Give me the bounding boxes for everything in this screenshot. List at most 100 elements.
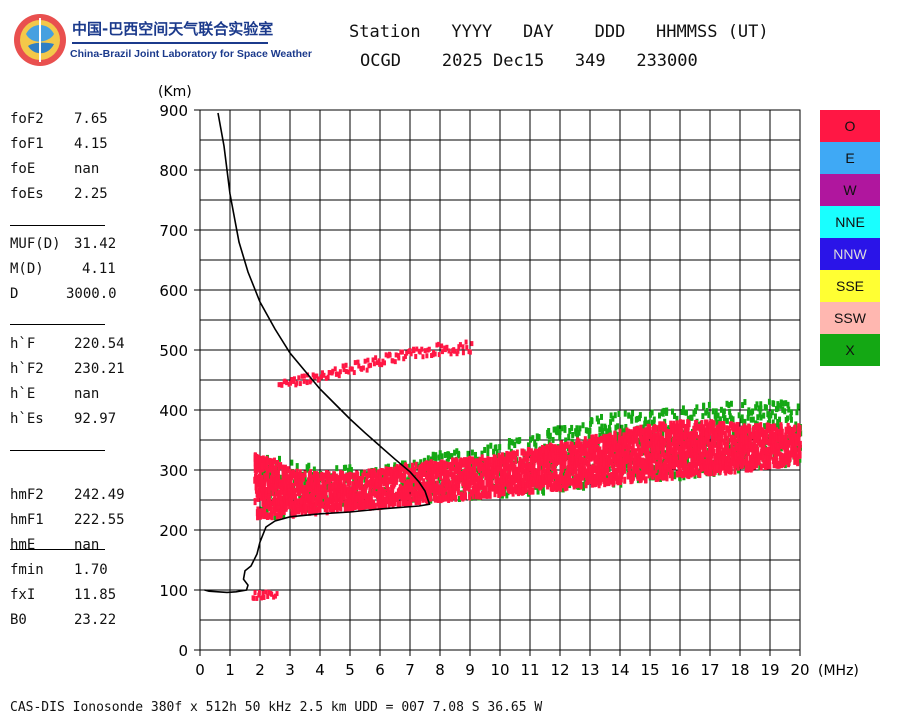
echo-point bbox=[473, 462, 477, 470]
echo-point bbox=[772, 443, 776, 451]
echo-point bbox=[730, 434, 734, 442]
echo-point bbox=[796, 457, 800, 465]
echo-point bbox=[763, 423, 767, 430]
echo-point bbox=[687, 472, 691, 480]
echo-point bbox=[309, 474, 313, 482]
echo-point bbox=[533, 470, 537, 478]
echo-point bbox=[694, 466, 698, 474]
echo-point bbox=[691, 440, 695, 448]
echo-point bbox=[748, 428, 752, 436]
echo-point bbox=[258, 479, 262, 487]
echo-point bbox=[689, 445, 693, 453]
echo-point bbox=[605, 474, 609, 481]
echo-point bbox=[552, 426, 556, 433]
echo-point bbox=[329, 488, 333, 496]
echo-point bbox=[470, 449, 474, 456]
echo-point bbox=[793, 457, 797, 465]
echo-point bbox=[644, 476, 648, 484]
echo-point bbox=[346, 467, 350, 474]
echo-point bbox=[536, 488, 540, 495]
echo-point bbox=[733, 446, 737, 454]
echo-point bbox=[296, 503, 300, 511]
echo-point bbox=[647, 419, 651, 426]
echo-point bbox=[604, 425, 608, 432]
echo-point bbox=[412, 348, 416, 354]
echo-point bbox=[778, 460, 782, 468]
echo-point bbox=[475, 472, 479, 480]
echo-point bbox=[639, 425, 643, 433]
echo-point bbox=[280, 382, 284, 388]
echo-point bbox=[779, 457, 783, 465]
echo-point bbox=[715, 463, 719, 471]
echo-point bbox=[284, 473, 288, 481]
echo-point bbox=[748, 433, 752, 441]
echo-point bbox=[267, 589, 271, 595]
echo-point bbox=[468, 349, 472, 355]
echo-point bbox=[303, 470, 307, 478]
echo-point bbox=[450, 494, 454, 502]
echo-point bbox=[637, 437, 641, 444]
echo-point bbox=[554, 480, 558, 488]
echo-point bbox=[412, 493, 416, 501]
echo-point bbox=[663, 438, 667, 446]
echo-point bbox=[581, 456, 585, 464]
echo-point bbox=[544, 472, 548, 480]
echo-point bbox=[582, 461, 586, 469]
echo-point bbox=[547, 462, 551, 470]
echo-point bbox=[434, 483, 438, 491]
echo-point bbox=[437, 490, 441, 498]
echo-point bbox=[658, 412, 662, 419]
echo-point bbox=[660, 436, 664, 444]
echo-point bbox=[525, 454, 529, 462]
echo-point bbox=[784, 452, 788, 460]
echo-point bbox=[770, 409, 774, 416]
echo-point bbox=[273, 593, 277, 599]
echo-point bbox=[573, 441, 577, 448]
x-axis-label: (MHz) bbox=[818, 663, 859, 679]
echo-point bbox=[672, 430, 676, 438]
echo-point bbox=[630, 431, 634, 439]
echo-point bbox=[386, 463, 390, 470]
echo-point bbox=[397, 500, 401, 508]
echo-point bbox=[544, 448, 548, 456]
header-values: OCGD 2025 Dec15 349 233000 bbox=[360, 51, 698, 71]
param-separator bbox=[10, 324, 105, 325]
echo-point bbox=[730, 415, 734, 422]
echo-point bbox=[444, 461, 448, 469]
echo-point bbox=[546, 482, 550, 490]
echo-point bbox=[433, 351, 437, 357]
param-value: 92.97 bbox=[74, 411, 117, 427]
echo-point bbox=[260, 479, 264, 487]
echo-point bbox=[374, 355, 378, 361]
echo-point bbox=[300, 373, 304, 379]
echo-point bbox=[552, 448, 556, 456]
echo-point bbox=[364, 483, 368, 491]
echo-point bbox=[470, 456, 474, 464]
echo-point bbox=[695, 404, 699, 411]
echo-point bbox=[492, 484, 496, 492]
echo-point bbox=[679, 445, 683, 453]
echo-point bbox=[610, 461, 614, 469]
echo-point bbox=[537, 434, 541, 441]
echo-point bbox=[720, 421, 724, 429]
echo-point bbox=[673, 471, 677, 478]
echo-point bbox=[670, 408, 674, 415]
echo-point bbox=[673, 413, 677, 420]
echo-point bbox=[554, 454, 558, 462]
echo-point bbox=[443, 347, 447, 353]
echo-point bbox=[413, 467, 417, 475]
echo-point bbox=[584, 473, 588, 481]
echo-point bbox=[595, 436, 599, 444]
echo-point bbox=[765, 430, 769, 438]
echo-point bbox=[491, 462, 495, 470]
param-name: foEs bbox=[10, 186, 44, 202]
echo-point bbox=[368, 488, 372, 496]
echo-point bbox=[618, 436, 622, 444]
echo-point bbox=[788, 436, 792, 444]
echo-point bbox=[277, 473, 281, 481]
echo-point bbox=[316, 482, 320, 490]
echo-point bbox=[503, 479, 507, 487]
echo-point bbox=[285, 499, 289, 507]
echo-point bbox=[700, 464, 704, 472]
echo-point bbox=[611, 415, 615, 422]
